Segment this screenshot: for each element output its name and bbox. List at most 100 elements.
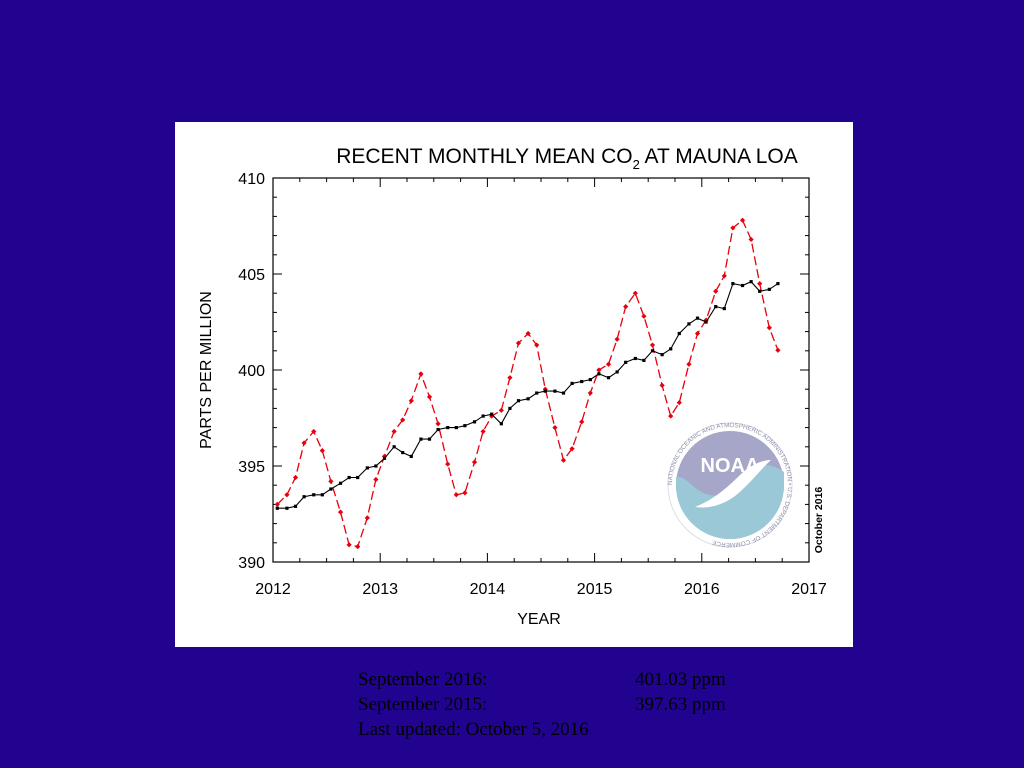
monthly-mean-point: [445, 461, 451, 467]
monthly-mean-point: [713, 288, 719, 294]
monthly-mean-point: [292, 474, 299, 481]
monthly-mean-point: [659, 382, 665, 388]
monthly-mean-point: [284, 492, 290, 498]
seasonal-trend-point: [463, 424, 467, 428]
seasonal-trend-point: [293, 504, 298, 508]
monthly-mean-point: [641, 313, 647, 319]
seasonal-trend-point: [704, 320, 708, 324]
monthly-mean-point: [605, 361, 612, 367]
monthly-mean-point: [534, 342, 540, 348]
monthly-mean-point: [775, 347, 781, 353]
caption-last-updated: Last updated: October 5, 2016: [358, 719, 589, 740]
series-layer: [274, 217, 781, 550]
monthly-mean-point: [560, 457, 567, 463]
seasonal-trend-point: [570, 381, 574, 386]
monthly-mean-point: [623, 304, 629, 310]
seasonal-trend-point: [695, 316, 700, 320]
monthly-mean-point: [346, 542, 352, 548]
seasonal-trend-point: [650, 349, 655, 353]
caption-label-2016: September 2016:: [358, 669, 488, 690]
monthly-mean-point: [274, 501, 280, 507]
seasonal-trend-point: [606, 376, 611, 380]
monthly-mean-point: [739, 217, 746, 223]
x-tick-label: 2015: [577, 581, 613, 598]
seasonal-trend-point: [624, 360, 628, 364]
monthly-mean-point: [408, 398, 414, 404]
seasonal-trend-point: [535, 391, 539, 395]
seasonal-trend-point: [749, 280, 753, 284]
caption-row-2015: September 2015: 397.63 ppm: [358, 692, 778, 717]
monthly-mean-point: [426, 394, 433, 400]
seasonal-trend-point: [669, 347, 673, 351]
monthly-mean-point: [766, 325, 772, 331]
seasonal-trend-point: [347, 475, 351, 480]
tick-labels: 2012 2013 2014 2015 2016 2017 390 395 400 405 410: [238, 171, 827, 598]
y-tick-label: 405: [238, 267, 265, 284]
caption: September 2016: 401.03 ppm September 201…: [358, 667, 778, 742]
seasonal-trend-point: [731, 282, 735, 286]
seasonal-trend-point: [597, 372, 601, 376]
seasonal-trend-point: [409, 454, 413, 458]
seasonal-trend-point: [677, 331, 681, 336]
monthly-mean-point: [328, 478, 334, 484]
seasonal-trend-point: [320, 493, 324, 497]
seasonal-trend-point: [365, 466, 369, 470]
x-tick-label: 2013: [362, 581, 398, 598]
seasonal-trend-point: [419, 437, 423, 441]
monthly-mean-point: [418, 371, 424, 377]
chart-date-label: October 2016: [813, 487, 825, 554]
seasonal-trend-point: [446, 426, 450, 430]
monthly-mean-point: [721, 273, 727, 279]
monthly-mean-point: [587, 390, 593, 396]
monthly-mean-point: [596, 367, 602, 373]
monthly-mean-point: [301, 440, 307, 446]
seasonal-trend-point: [714, 305, 718, 309]
monthly-mean-point: [569, 446, 575, 452]
monthly-mean-point: [686, 361, 692, 367]
seasonal-trend-point: [499, 422, 503, 426]
x-tick-label: 2014: [470, 581, 506, 598]
caption-label-2015: September 2015:: [358, 694, 488, 715]
y-axis-label: PARTS PER MILLION: [198, 291, 215, 449]
chart-title: RECENT MONTHLY MEAN CO2 AT MAUNA LOA: [336, 145, 798, 172]
x-tick-label: 2012: [255, 581, 291, 598]
axis-ticks: [272, 177, 810, 563]
noaa-logo-text: NOAA: [701, 455, 760, 477]
monthly-mean-point: [632, 290, 638, 296]
seasonal-trend-point: [436, 427, 440, 432]
seasonal-trend-point: [481, 414, 485, 418]
seasonal-trend-point: [454, 426, 458, 430]
y-tick-label: 400: [238, 363, 265, 380]
seasonal-trend-point: [740, 283, 745, 288]
seasonal-trend-point: [374, 464, 378, 468]
monthly-mean-point: [391, 428, 397, 435]
seasonal-trend-point: [275, 506, 279, 510]
chart-panel: RECENT MONTHLY MEAN CO2 AT MAUNA LOA 201…: [175, 122, 853, 647]
monthly-mean-point: [319, 448, 325, 454]
seasonal-trend-point: [329, 487, 333, 491]
monthly-mean-point: [480, 428, 486, 435]
monthly-mean-point: [355, 544, 361, 550]
seasonal-trend-point: [338, 481, 343, 485]
seasonal-trend-point: [516, 399, 521, 403]
seasonal-trend-point: [392, 445, 396, 449]
seasonal-trend-point: [758, 289, 762, 293]
seasonal-trend-point: [526, 397, 530, 401]
seasonal-trend-point: [588, 378, 592, 382]
seasonal-trend-point: [356, 475, 360, 480]
monthly-mean-point: [471, 459, 478, 465]
seasonal-trend-point: [660, 353, 664, 357]
monthly-mean-point: [435, 421, 441, 427]
monthly-mean-point: [453, 492, 459, 498]
caption-row-2016: September 2016: 401.03 ppm: [358, 667, 778, 692]
monthly-mean-point: [579, 419, 585, 425]
monthly-mean-point: [542, 386, 548, 392]
monthly-mean-point: [462, 490, 468, 496]
seasonal-trend-point: [427, 437, 432, 441]
monthly-mean-point: [757, 281, 763, 287]
seasonal-trend-point: [580, 379, 584, 384]
y-tick-label: 395: [238, 459, 265, 476]
x-tick-label: 2017: [791, 581, 827, 598]
seasonal-trend-point: [508, 406, 512, 410]
caption-value-2016: 401.03 ppm: [635, 669, 726, 690]
